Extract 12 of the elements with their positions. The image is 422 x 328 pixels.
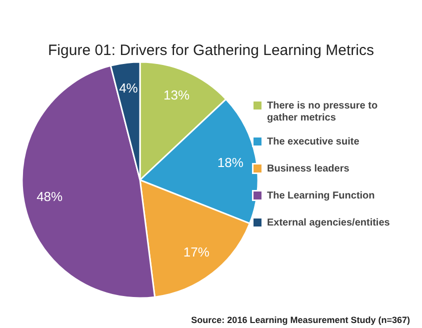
data-label: 4% xyxy=(119,80,138,96)
source-note: Source: 2016 Learning Measurement Study (n=367) xyxy=(191,315,410,325)
legend-label: External agencies/entities xyxy=(267,218,390,228)
data-label: 18% xyxy=(217,154,244,170)
legend-label: There is no pressure to gather metrics xyxy=(267,100,378,124)
legend-label: The Learning Function xyxy=(267,190,375,202)
data-label: 17% xyxy=(183,244,210,260)
legend-label: Business leaders xyxy=(267,164,350,174)
data-label: 48% xyxy=(36,189,64,204)
data-label: 13% xyxy=(164,88,190,103)
chart-title: Figure 01: Drivers for Gathering Learning Metrics xyxy=(48,42,374,59)
legend-label: The executive suite xyxy=(267,136,360,148)
